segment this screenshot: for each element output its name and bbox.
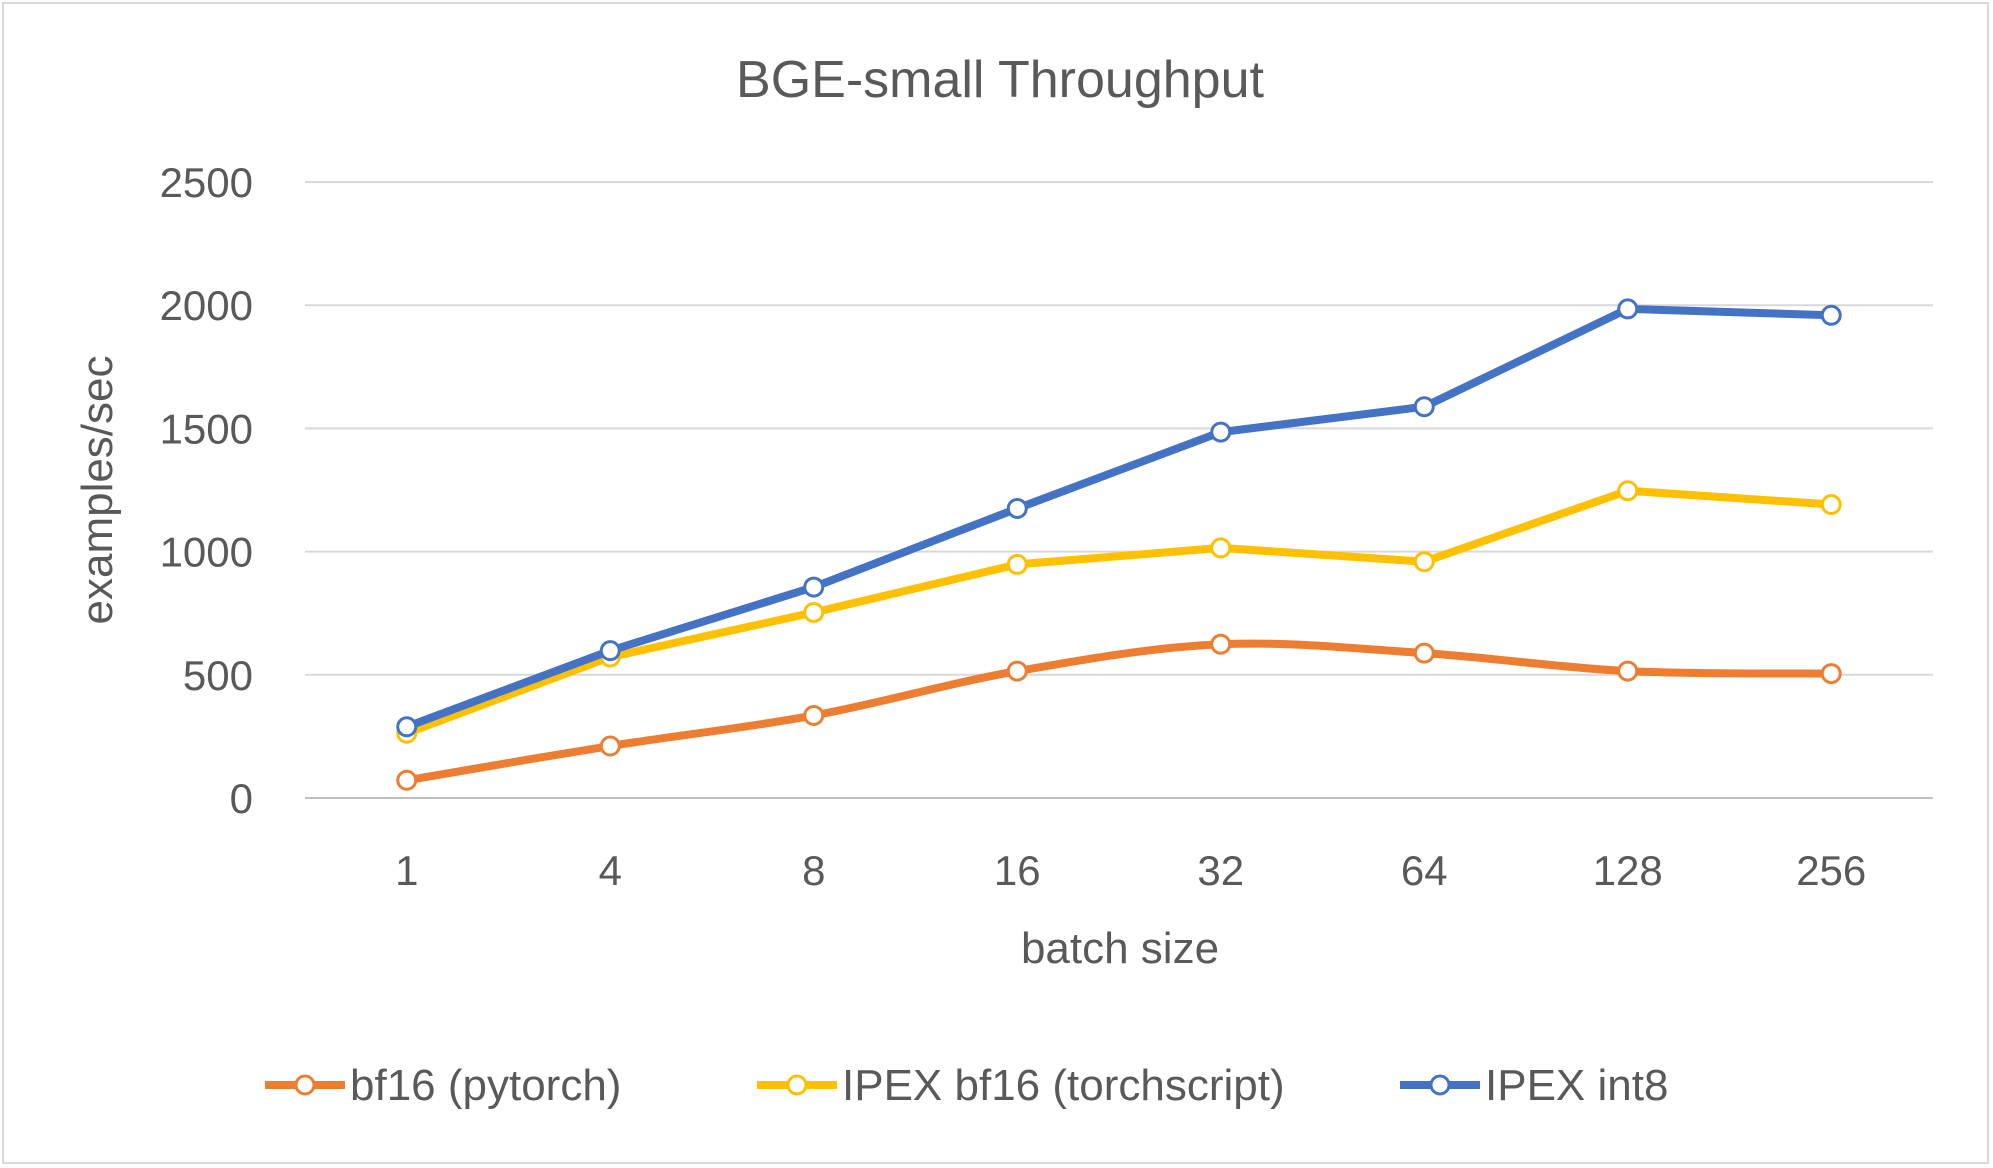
data-point <box>1413 551 1435 573</box>
series-0 <box>396 633 1842 791</box>
y-tick-label: 1000 <box>160 529 253 576</box>
legend-item: IPEX int8 <box>1400 1061 1668 1110</box>
data-point <box>1006 553 1028 575</box>
y-tick-label: 500 <box>183 652 253 699</box>
legend-label: bf16 (pytorch) <box>350 1061 621 1110</box>
legend-marker <box>786 1074 808 1096</box>
data-point <box>803 704 825 726</box>
legend-label: IPEX int8 <box>1485 1061 1668 1110</box>
data-point <box>1210 421 1232 443</box>
data-point <box>1820 663 1842 685</box>
chart-title: BGE-small Throughput <box>736 51 1265 109</box>
data-point <box>1006 660 1028 682</box>
x-tick-label: 64 <box>1401 847 1448 894</box>
data-point <box>1210 633 1232 655</box>
legend-item: IPEX bf16 (torchscript) <box>757 1061 1285 1110</box>
x-tick-label: 16 <box>994 847 1041 894</box>
y-tick-label: 2500 <box>160 159 253 206</box>
x-tick-label: 128 <box>1593 847 1663 894</box>
y-axis-label: examples/sec <box>73 355 122 624</box>
series-line <box>402 486 1836 738</box>
data-point <box>599 640 621 662</box>
data-point <box>1413 396 1435 418</box>
data-point <box>396 716 418 738</box>
data-point <box>1617 480 1639 502</box>
data-point <box>1820 494 1842 516</box>
x-tick-label: 4 <box>599 847 622 894</box>
data-point <box>1210 537 1232 559</box>
data-point <box>803 601 825 623</box>
data-point <box>1617 660 1639 682</box>
data-point <box>1820 304 1842 326</box>
series-2 <box>396 298 1842 738</box>
x-tick-label: 1 <box>395 847 418 894</box>
data-point <box>599 735 621 757</box>
series-1 <box>396 480 1842 744</box>
legend-marker <box>1429 1074 1451 1096</box>
x-axis-label: batch size <box>1021 924 1219 973</box>
series-line <box>402 304 1836 731</box>
y-tick-label: 1500 <box>160 405 253 452</box>
x-tick-label: 32 <box>1197 847 1244 894</box>
data-point <box>1617 298 1639 320</box>
x-tick-label: 256 <box>1796 847 1866 894</box>
x-tick-label: 8 <box>802 847 825 894</box>
legend-item: bf16 (pytorch) <box>265 1061 621 1110</box>
legend-label: IPEX bf16 (torchscript) <box>842 1061 1285 1110</box>
data-point <box>1413 642 1435 664</box>
data-point <box>396 769 418 791</box>
y-tick-label: 2000 <box>160 282 253 329</box>
data-point <box>803 576 825 598</box>
data-point <box>1006 497 1028 519</box>
y-tick-label: 0 <box>230 775 253 822</box>
series-line <box>402 639 1836 785</box>
legend-marker <box>294 1074 316 1096</box>
